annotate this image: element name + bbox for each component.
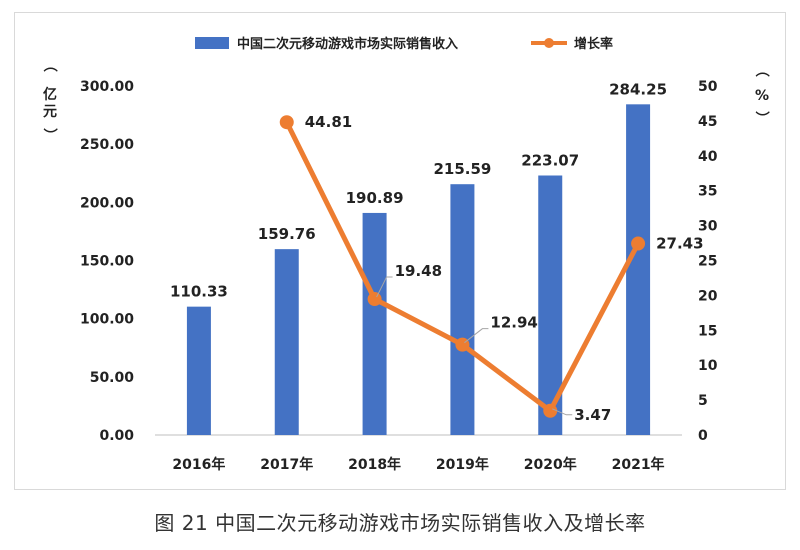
y-right-tick-label: 5 (698, 393, 708, 409)
line-data-label: 3.47 (574, 406, 611, 424)
bar-data-label: 110.33 (170, 283, 228, 301)
bar (186, 306, 211, 435)
bar (450, 184, 475, 435)
y-right-tick-label: 45 (698, 114, 717, 130)
label-leader-line (376, 276, 393, 298)
bar-data-label: 284.25 (609, 80, 667, 98)
y-right-axis-label: ） (753, 111, 769, 125)
line-point (279, 115, 294, 130)
axes-layer: 0.00 50.00 100.00 150.00 200.00 250.00 300.00 0… (41, 58, 769, 473)
y-right-tick-label: 10 (698, 358, 718, 374)
bar (362, 212, 387, 435)
line-point (631, 236, 646, 251)
y-left-tick-label: 250.00 (80, 137, 134, 153)
bar (626, 104, 651, 435)
bars-layer (186, 104, 651, 435)
x-tick-label: 2020年 (524, 456, 577, 473)
y-right-tick-label: 40 (698, 149, 718, 165)
y-right-axis-label: % (755, 88, 769, 104)
y-right-axis-label: （ (753, 63, 769, 77)
line-point (543, 403, 558, 418)
line-layer (279, 115, 646, 418)
y-left-tick-label: 300.00 (80, 79, 134, 95)
line-data-label: 44.81 (305, 113, 352, 131)
y-left-tick-label: 200.00 (80, 195, 134, 211)
chart-caption: 图 21 中国二次元移动游戏市场实际销售收入及增长率 (154, 511, 646, 535)
labels-layer: 110.33 159.76 190.89 215.59 223.07 284.25 44.8… (170, 80, 704, 423)
y-right-tick-label: 15 (698, 323, 717, 339)
label-leader-line (464, 328, 489, 344)
x-tick-label: 2018年 (348, 456, 401, 473)
legend-bar-swatch (195, 37, 229, 49)
line-data-label: 12.94 (490, 314, 537, 332)
x-tick-label: 2016年 (172, 456, 225, 473)
line-data-label: 27.43 (656, 235, 703, 253)
legend-line-label: 增长率 (574, 36, 613, 52)
line-point (367, 292, 382, 307)
legend-bar-label: 中国二次元移动游戏市场实际销售收入 (237, 36, 458, 52)
y-left-axis-label: （ (41, 58, 57, 72)
bar-data-label: 190.89 (346, 189, 404, 207)
y-right-tick-label: 35 (698, 184, 717, 200)
y-left-tick-label: 100.00 (80, 312, 134, 328)
y-right-tick-label: 50 (698, 79, 718, 95)
y-right-tick-label: 0 (698, 428, 708, 444)
line-data-label: 19.48 (395, 262, 442, 280)
y-right-tick-label: 20 (698, 288, 718, 304)
bar-data-label: 159.76 (258, 225, 316, 243)
y-left-tick-label: 150.00 (80, 254, 134, 270)
x-tick-label: 2019年 (436, 456, 489, 473)
x-tick-label: 2017年 (260, 456, 313, 473)
y-left-axis-label: ） (41, 128, 57, 142)
bar-data-label: 223.07 (521, 151, 579, 169)
x-tick-label: 2021年 (612, 456, 665, 473)
y-left-tick-label: 0.00 (99, 428, 134, 444)
legend: 中国二次元移动游戏市场实际销售收入 增长率 (195, 36, 613, 52)
bar-data-label: 215.59 (433, 160, 491, 178)
y-left-axis-label: 亿 (43, 86, 57, 103)
chart-frame (14, 12, 786, 490)
y-left-axis-label: 元 (43, 104, 57, 120)
bar (274, 249, 299, 435)
y-left-tick-label: 50.00 (90, 370, 135, 386)
y-right-tick-label: 30 (698, 219, 718, 235)
y-right-tick-label: 25 (698, 254, 717, 270)
label-leader-line (552, 408, 573, 416)
line-point (455, 337, 470, 352)
legend-line-marker (544, 38, 554, 48)
